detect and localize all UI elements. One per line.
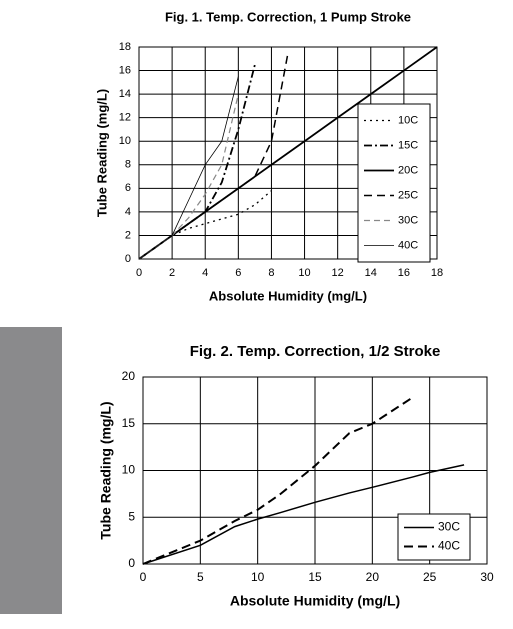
y-tick-label: 16 xyxy=(119,64,131,76)
x-tick-label: 5 xyxy=(197,570,204,584)
legend-label: 30C xyxy=(398,214,418,226)
y-tick-label: 10 xyxy=(122,463,136,477)
x-tick-label: 8 xyxy=(268,267,274,279)
x-tick-label: 0 xyxy=(140,570,147,584)
side-bar xyxy=(0,327,62,614)
data-line xyxy=(142,396,414,565)
legend-box xyxy=(397,513,471,561)
chart-title: Fig. 1. Temp. Correction, 1 Pump Stroke xyxy=(165,9,411,24)
data-line xyxy=(138,46,438,260)
y-tick-label: 5 xyxy=(128,509,135,523)
legend-label: 25C xyxy=(398,189,418,201)
x-tick-label: 2 xyxy=(169,267,175,279)
chart-title: Fig. 2. Temp. Correction, 1/2 Stroke xyxy=(190,343,441,360)
y-tick-label: 8 xyxy=(125,159,131,171)
legend-label: 40C xyxy=(438,539,460,553)
y-tick-label: 4 xyxy=(125,206,131,218)
x-tick-label: 12 xyxy=(332,267,344,279)
legend-label: 40C xyxy=(398,239,418,251)
legend-label: 20C xyxy=(398,164,418,176)
x-axis-label: Absolute Humidity (mg/L) xyxy=(209,288,367,303)
y-axis-label: Tube Reading (mg/L) xyxy=(94,89,109,217)
y-tick-label: 10 xyxy=(119,135,131,147)
data-line xyxy=(138,52,289,260)
x-tick-label: 4 xyxy=(202,267,208,279)
legend-label: 30C xyxy=(438,520,460,534)
x-tick-label: 16 xyxy=(398,267,410,279)
legend-box xyxy=(357,103,431,263)
y-tick-label: 18 xyxy=(119,41,131,53)
y-tick-label: 0 xyxy=(125,253,131,265)
y-tick-label: 2 xyxy=(125,229,131,241)
x-tick-label: 10 xyxy=(251,570,265,584)
y-tick-label: 15 xyxy=(122,416,136,430)
x-tick-label: 15 xyxy=(308,570,322,584)
y-tick-label: 6 xyxy=(125,182,131,194)
data-line xyxy=(142,464,465,565)
x-tick-label: 10 xyxy=(298,267,310,279)
y-tick-label: 14 xyxy=(119,88,131,100)
y-tick-label: 0 xyxy=(128,556,135,570)
y-tick-label: 20 xyxy=(122,369,136,383)
x-tick-label: 0 xyxy=(136,267,142,279)
x-axis-label: Absolute Humidity (mg/L) xyxy=(230,593,400,609)
y-axis-label: Tube Reading (mg/L) xyxy=(98,401,114,539)
x-tick-label: 18 xyxy=(431,267,443,279)
y-tick-label: 12 xyxy=(119,112,131,124)
plot-frame xyxy=(142,376,488,565)
x-tick-label: 30 xyxy=(480,570,494,584)
data-line xyxy=(138,93,239,260)
plot-frame xyxy=(138,46,438,260)
x-tick-label: 25 xyxy=(423,570,437,584)
x-tick-label: 6 xyxy=(235,267,241,279)
x-tick-label: 14 xyxy=(365,267,377,279)
data-line xyxy=(138,76,239,260)
legend-label: 10C xyxy=(398,114,418,126)
legend-label: 15C xyxy=(398,139,418,151)
x-tick-label: 20 xyxy=(366,570,380,584)
